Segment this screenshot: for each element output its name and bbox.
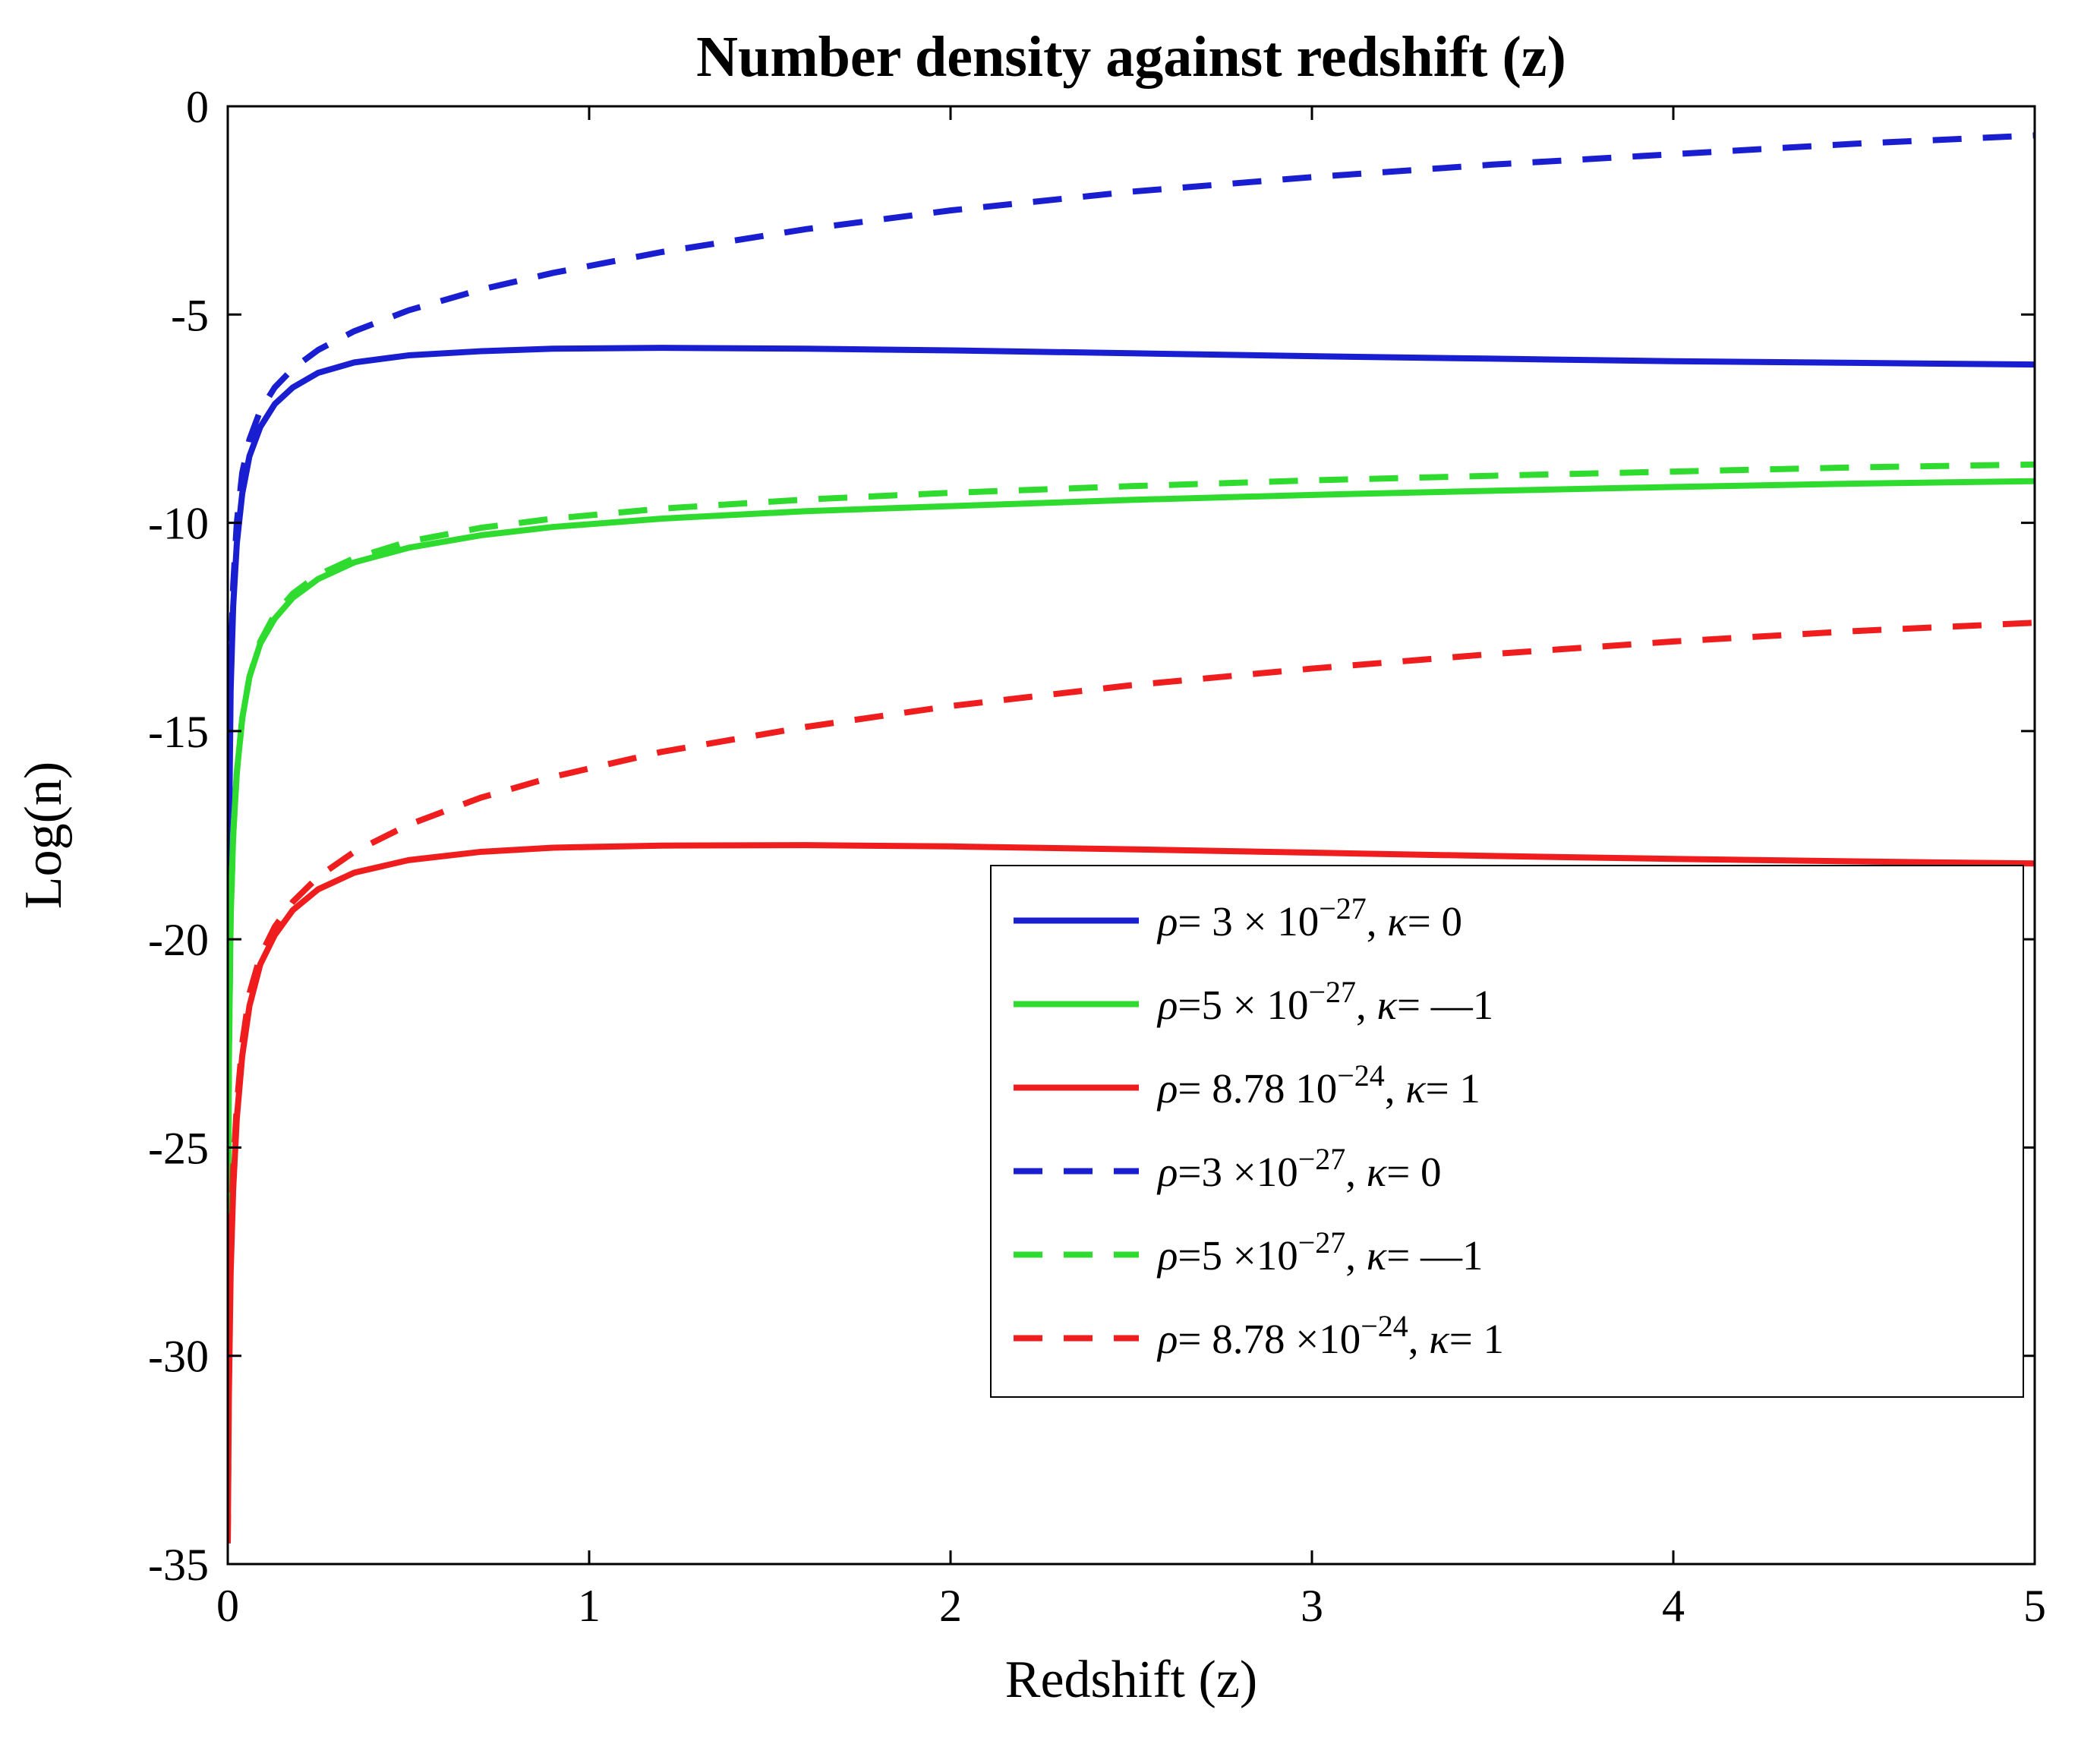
- xtick-label: 5: [2023, 1581, 2046, 1631]
- legend-entry: ρ= 8.78 ×10−24, κ= 1: [1156, 1309, 1504, 1362]
- xtick-label: 3: [1301, 1581, 1323, 1631]
- ytick-label: -35: [148, 1540, 209, 1590]
- legend-entry: ρ= 3 × 10−27, κ= 0: [1156, 891, 1462, 945]
- chart-title: Number density against redshift (z): [696, 25, 1566, 89]
- legend-entry: ρ= 8.78 10−24, κ= 1: [1156, 1058, 1480, 1112]
- ytick-label: -25: [148, 1123, 209, 1173]
- x-axis-label: Redshift (z): [1005, 1651, 1257, 1709]
- ytick-label: -15: [148, 707, 209, 757]
- ytick-label: -5: [171, 290, 209, 340]
- ytick-label: -30: [148, 1332, 209, 1382]
- chart-svg: Number density against redshift (z) 0 1 2 3 4…: [0, 0, 2100, 1744]
- xtick-label: 2: [939, 1581, 962, 1631]
- xtick-label: 0: [216, 1581, 239, 1631]
- ytick-label: -20: [148, 915, 209, 965]
- ytick-label: 0: [186, 82, 209, 132]
- ytick-label: -10: [148, 499, 209, 549]
- chart-container: Number density against redshift (z) 0 1 2 3 4…: [0, 0, 2100, 1744]
- xtick-label: 1: [578, 1581, 601, 1631]
- legend-box: [991, 866, 2023, 1397]
- y-axis-label: Log(n): [14, 762, 73, 909]
- xtick-label: 4: [1662, 1581, 1685, 1631]
